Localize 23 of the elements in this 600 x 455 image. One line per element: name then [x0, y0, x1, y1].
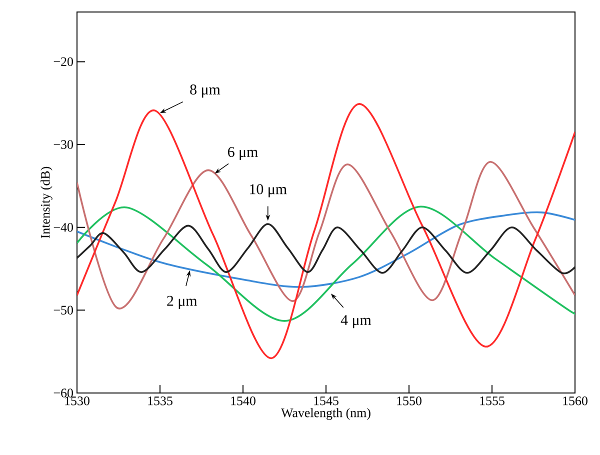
y-tick-label: −60: [54, 388, 73, 398]
x-tick-label: 1560: [563, 396, 588, 406]
annotation: 6 μm: [228, 146, 258, 160]
y-tick-label: −20: [54, 57, 73, 66]
y-tick-label: −40: [54, 222, 73, 232]
x-tick-label: 1530: [65, 396, 90, 406]
y-axis-title: Intensity (dB): [40, 166, 52, 238]
x-tick-label: 1545: [314, 396, 338, 406]
annotation: 4 μm: [340, 315, 372, 328]
line-series: [77, 211, 576, 288]
x-tick-label: 1535: [148, 396, 172, 406]
y-tick-label: −30: [54, 140, 73, 149]
line-series: [77, 103, 576, 360]
annotation: 10 μm: [250, 184, 287, 198]
line-series: [77, 223, 576, 274]
x-axis-title: Wavelength (nm): [281, 408, 370, 420]
annotation: 8 μm: [190, 84, 220, 98]
x-tick-label: 1540: [231, 396, 256, 406]
y-tick-label: −50: [54, 306, 73, 315]
x-tick-label: 1550: [397, 396, 422, 406]
x-tick-label: 1555: [480, 396, 504, 406]
annotation: 2 μm: [167, 296, 198, 309]
line-series: [77, 161, 576, 309]
